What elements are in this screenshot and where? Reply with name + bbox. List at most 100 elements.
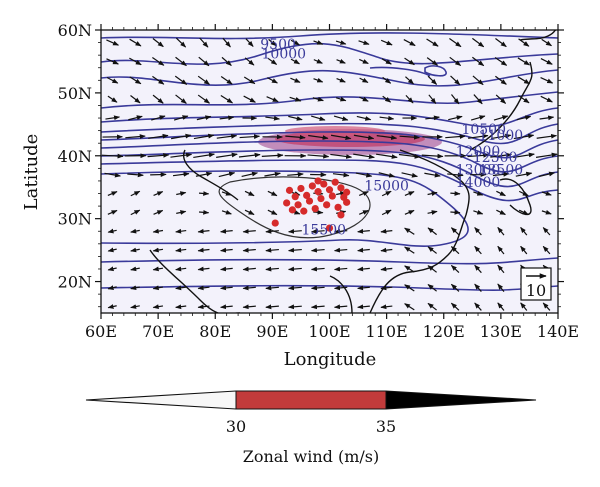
wind-arrow [449, 38, 462, 48]
wind-arrow [357, 266, 370, 272]
wind-arrow [449, 56, 462, 67]
wind-arrow [398, 153, 421, 159]
wind-arrow [195, 171, 213, 177]
wind-arrow [427, 210, 438, 215]
wind-arrow [101, 153, 124, 159]
contour-label: 13000 [456, 163, 501, 179]
wind-arrow [219, 115, 235, 121]
wind-arrow [216, 133, 238, 139]
wind-arrow [333, 228, 348, 234]
wind-arrow [355, 172, 373, 178]
wind-arrow [404, 246, 415, 254]
wind-arrow [520, 245, 528, 255]
contour-label: 9500 [260, 37, 296, 53]
wind-arrow [104, 172, 121, 178]
wind-arrow [242, 228, 256, 234]
wind-arrow [541, 38, 552, 47]
wind-arrow [404, 227, 415, 235]
wind-arrow [380, 228, 393, 234]
jet-core-top [285, 126, 385, 136]
wind-arrow [310, 285, 325, 291]
station-point [285, 186, 294, 194]
wind-arrow [267, 77, 278, 84]
wind-arrow [426, 57, 438, 66]
station-point [303, 191, 311, 199]
wind-arrow [310, 304, 325, 310]
wind-arrow [425, 115, 440, 121]
wind-arrow [310, 228, 325, 234]
wind-arrow [290, 77, 301, 83]
wind-arrow [288, 285, 302, 291]
wind-arrow [285, 134, 306, 140]
y-axis-title: Latitude [21, 134, 42, 211]
wind-arrow [541, 209, 552, 215]
station-point [334, 203, 342, 211]
station-point [317, 194, 325, 203]
wind-arrow [175, 266, 187, 272]
contour-line [101, 32, 558, 40]
wind-arrow [175, 285, 187, 291]
wind-arrow [216, 152, 238, 158]
wind-arrow [497, 245, 505, 255]
x-tick-label: 110E [366, 322, 408, 341]
wind-arrow [357, 228, 370, 234]
wind-arrow [330, 153, 353, 159]
station-point [294, 201, 302, 209]
wind-arrow [474, 283, 482, 292]
wind-arrow [199, 37, 209, 48]
wind-arrow [472, 75, 484, 86]
wind-arrow [198, 191, 210, 196]
wind-arrow [287, 172, 304, 177]
wind-arrow [175, 37, 187, 48]
wind-arrow [267, 190, 278, 197]
wind-arrow [513, 133, 535, 140]
wind-arrow [518, 38, 530, 47]
wind-arrow [152, 247, 164, 253]
wind-arrow [404, 209, 415, 215]
wind-arrow [518, 190, 529, 197]
colorbar-segment-mid [236, 391, 386, 409]
wind-arrow [288, 228, 302, 234]
wind-arrow [220, 247, 233, 253]
station-point [314, 177, 322, 185]
wind-arrow [153, 191, 164, 196]
contour-label: 12000 [456, 144, 501, 160]
wind-arrow [129, 38, 142, 47]
wind-arrow [152, 266, 164, 272]
wind-arrow [427, 246, 437, 254]
wind-arrow [307, 153, 330, 159]
wind-arrow [172, 171, 190, 177]
colorbar-legend: 30 35 Zonal wind (m/s) [85, 390, 537, 466]
wind-arrow [495, 75, 507, 85]
wind-arrow [540, 58, 553, 65]
wind-arrow [517, 76, 531, 85]
wind-arrow [335, 96, 347, 102]
wind-arrow [542, 245, 551, 255]
wind-arrow [496, 209, 506, 216]
wind-arrow [129, 76, 142, 85]
wind-arrow [376, 135, 398, 140]
station-point [337, 211, 345, 219]
wind-arrow [242, 247, 256, 253]
wind-arrow [173, 115, 189, 121]
wind-arrow [450, 302, 460, 311]
wind-arrow [538, 171, 556, 178]
wind-arrow [152, 75, 165, 85]
wind-arrow [448, 115, 463, 121]
wind-arrow [175, 247, 187, 253]
wind-arrow [151, 115, 166, 121]
wind-arrow [152, 285, 164, 291]
wind-arrow [148, 133, 169, 139]
wind-arrow [106, 39, 119, 46]
station-point [271, 219, 279, 227]
wind-arrow [427, 265, 437, 273]
wind-arrow [152, 304, 164, 310]
wind-arrow [175, 304, 187, 310]
wind-arrow [290, 58, 300, 65]
contour-line [101, 257, 558, 265]
wind-arrow [218, 171, 236, 178]
wind-arrow [495, 38, 507, 48]
wind-arrow [267, 209, 278, 216]
wind-arrow [333, 247, 348, 253]
